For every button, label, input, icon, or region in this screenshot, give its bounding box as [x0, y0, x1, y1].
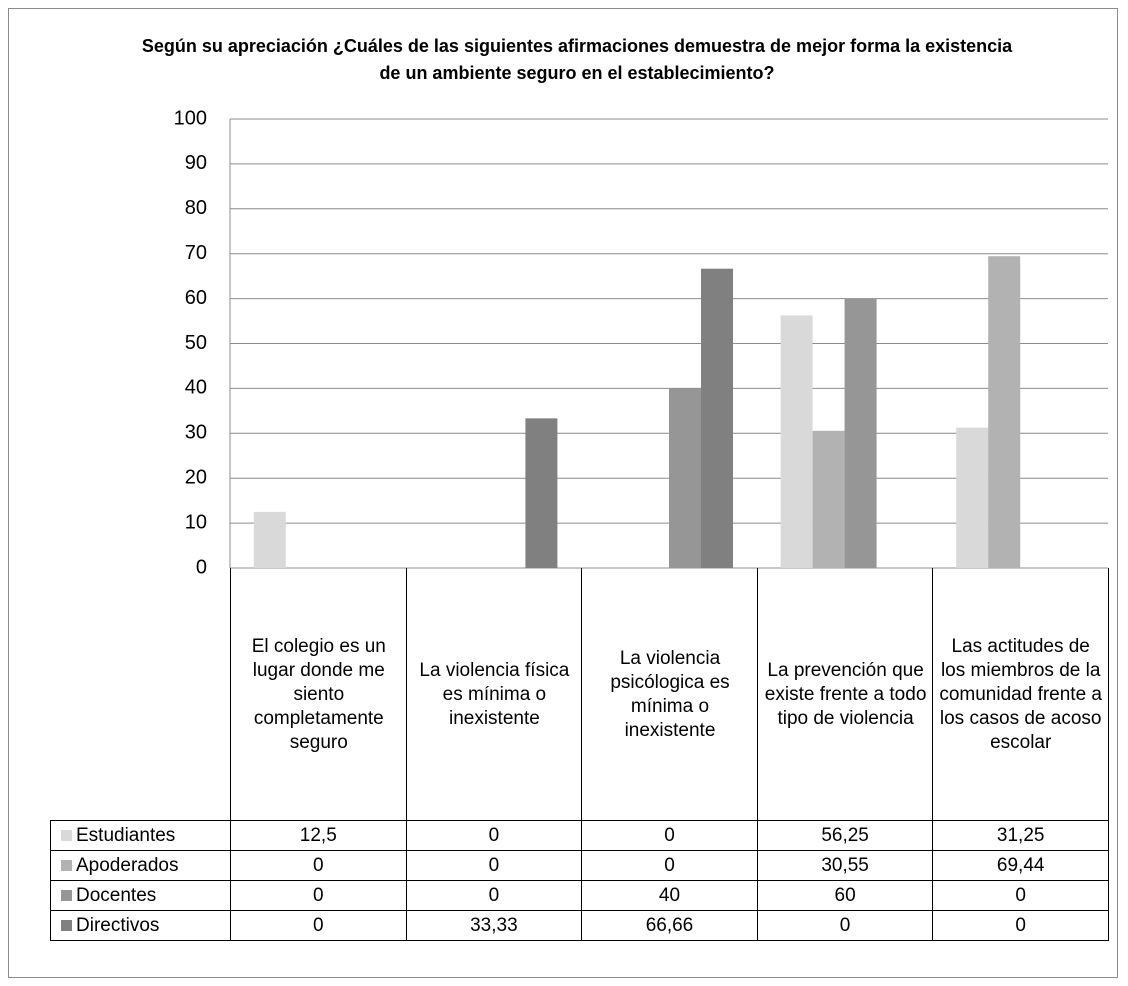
- legend-entry: Apoderados: [50, 850, 231, 881]
- legend-entry: Docentes: [50, 880, 231, 911]
- table-value: 0: [581, 850, 758, 881]
- bar: [988, 256, 1021, 568]
- category-label: Las actitudes de los miembros de la comu…: [932, 568, 1109, 821]
- table-value: 0: [581, 820, 758, 851]
- y-tick-label: 80: [185, 197, 207, 219]
- table-value: 0: [230, 880, 407, 911]
- table-value: 12,5: [230, 820, 407, 851]
- y-tick-label: 60: [185, 287, 207, 309]
- bar: [701, 268, 733, 568]
- y-tick-label: 30: [185, 422, 207, 444]
- table-value: 31,25: [932, 820, 1109, 851]
- bar: [525, 418, 558, 568]
- legend-label: Estudiantes: [76, 824, 176, 846]
- y-tick-label: 0: [196, 556, 207, 578]
- y-tick-label: 100: [174, 107, 207, 129]
- legend-entry: Estudiantes: [50, 820, 231, 851]
- bar: [956, 427, 989, 568]
- chart-border: [8, 8, 1118, 978]
- table-value: 33,33: [405, 910, 583, 941]
- table-value: 56,25: [756, 820, 934, 851]
- legend-key: [61, 860, 72, 871]
- legend-label: Docentes: [76, 884, 157, 906]
- bar: [812, 430, 845, 568]
- table-value: 60: [756, 880, 934, 911]
- table-value: 40: [581, 880, 758, 911]
- table-value: 69,44: [932, 850, 1109, 881]
- table-value: 0: [230, 910, 407, 941]
- table-value: 0: [932, 910, 1109, 941]
- legend-entry: Directivos: [50, 910, 231, 941]
- category-label: La prevención que existe frente a todo t…: [756, 568, 934, 821]
- table-value: 0: [756, 910, 934, 941]
- category-label: La violencia psicólogica es mínima o ine…: [581, 568, 758, 821]
- legend-label: Apoderados: [76, 854, 179, 876]
- bar: [253, 511, 286, 568]
- bar: [844, 298, 877, 568]
- legend-key: [61, 920, 72, 931]
- legend-key: [61, 830, 72, 841]
- table-value: 66,66: [581, 910, 758, 941]
- legend-key: [61, 890, 72, 901]
- table-value: 0: [932, 880, 1109, 911]
- y-tick-label: 10: [185, 511, 207, 533]
- bar: [780, 315, 813, 568]
- table-value: 0: [405, 820, 583, 851]
- y-tick-label: 50: [185, 332, 207, 354]
- y-tick-label: 70: [185, 242, 207, 264]
- chart-title: Según su apreciación ¿Cuáles de las sigu…: [141, 36, 1013, 83]
- legend-label: Directivos: [76, 914, 160, 936]
- table-value: 0: [405, 880, 583, 911]
- table-value: 0: [405, 850, 583, 881]
- table-value: 0: [230, 850, 407, 881]
- category-label: El colegio es un lugar donde me siento c…: [230, 568, 407, 821]
- y-tick-label: 20: [185, 466, 207, 488]
- y-tick-label: 40: [185, 377, 207, 399]
- category-label: La violencia física es mínima o inexiste…: [405, 568, 583, 821]
- bar: [669, 388, 701, 568]
- table-value: 30,55: [756, 850, 934, 881]
- y-tick-label: 90: [185, 152, 207, 174]
